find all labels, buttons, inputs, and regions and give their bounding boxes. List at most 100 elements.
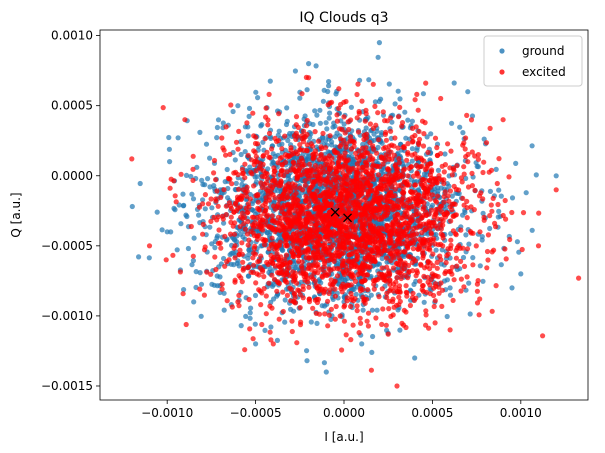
excited-point [237, 247, 243, 253]
ground-point [181, 287, 187, 293]
ground-point [236, 263, 242, 269]
excited-point [228, 219, 234, 225]
excited-point [368, 246, 374, 252]
excited-point [190, 253, 196, 259]
excited-point [243, 193, 250, 199]
excited-point [376, 137, 382, 143]
excited-point [298, 319, 304, 325]
ground-point [198, 281, 205, 287]
ground-point [254, 174, 260, 180]
excited-point [278, 215, 284, 221]
excited-point [264, 149, 270, 155]
ground-point [146, 255, 152, 261]
excited-point [389, 250, 395, 256]
excited-point [395, 204, 401, 210]
excited-point [406, 214, 412, 220]
excited-point [208, 196, 214, 202]
excited-point [469, 183, 475, 189]
ground-point [412, 355, 418, 361]
excited-point [315, 138, 322, 144]
excited-point [363, 111, 369, 117]
excited-point [299, 91, 305, 97]
excited-point [253, 134, 259, 140]
excited-point [461, 202, 467, 208]
excited-point [326, 193, 333, 199]
excited-point [419, 177, 425, 183]
excited-point [375, 248, 381, 254]
excited-point [356, 205, 362, 211]
excited-point [409, 152, 415, 158]
excited-point [462, 146, 468, 152]
excited-point [388, 258, 394, 264]
ground-point [191, 299, 197, 305]
excited-point [396, 294, 402, 300]
excited-point [434, 145, 440, 151]
ground-point [326, 79, 332, 85]
excited-point [274, 279, 281, 285]
excited-point [259, 236, 266, 242]
excited-point [274, 251, 280, 257]
excited-point [438, 95, 444, 102]
excited-point [424, 188, 430, 195]
excited-point [318, 208, 324, 214]
excited-point [338, 234, 344, 240]
ground-point [466, 280, 472, 286]
excited-point [215, 203, 221, 209]
ground-point [282, 319, 288, 325]
excited-point [315, 261, 321, 268]
excited-point [242, 347, 248, 353]
ground-point [253, 89, 259, 95]
excited-point [406, 240, 412, 246]
ground-point [435, 167, 441, 173]
excited-point [355, 129, 362, 135]
excited-point [341, 318, 347, 324]
excited-point [365, 323, 371, 329]
ground-point [209, 241, 215, 247]
excited-point [263, 105, 269, 111]
excited-point [332, 293, 338, 299]
ground-point [190, 258, 196, 264]
excited-point [383, 129, 389, 135]
ground-point [421, 299, 427, 305]
excited-point [390, 265, 397, 271]
excited-point [448, 237, 454, 243]
ground-point [283, 121, 290, 128]
excited-point [445, 193, 451, 199]
excited-point [400, 195, 406, 201]
excited-point [340, 137, 347, 143]
excited-point [416, 136, 423, 142]
excited-point [247, 196, 253, 202]
excited-point [383, 255, 390, 261]
excited-point [302, 178, 308, 184]
ground-point [265, 166, 271, 172]
excited-point [223, 124, 229, 130]
excited-point [433, 210, 439, 216]
excited-point [201, 292, 207, 298]
excited-point [289, 220, 295, 226]
excited-point [275, 262, 281, 268]
excited-point [227, 151, 233, 157]
excited-point [488, 202, 494, 208]
excited-point [295, 162, 301, 168]
excited-point [196, 204, 203, 210]
ground-point [480, 278, 486, 284]
ground-point [466, 241, 472, 247]
ground-point [323, 369, 329, 375]
excited-point [370, 81, 376, 87]
ground-point [326, 115, 332, 121]
series-excited [129, 74, 582, 389]
excited-point [458, 258, 464, 264]
ground-point [243, 313, 249, 319]
excited-point [263, 311, 269, 317]
excited-point [344, 158, 350, 164]
ground-point [447, 285, 453, 291]
excited-point [334, 265, 340, 272]
excited-point [396, 302, 402, 308]
excited-point [423, 80, 429, 86]
ground-point [314, 320, 320, 326]
excited-point [294, 197, 300, 203]
excited-point [294, 151, 300, 157]
excited-point [494, 180, 500, 187]
excited-point [345, 166, 351, 172]
excited-point [420, 255, 426, 261]
